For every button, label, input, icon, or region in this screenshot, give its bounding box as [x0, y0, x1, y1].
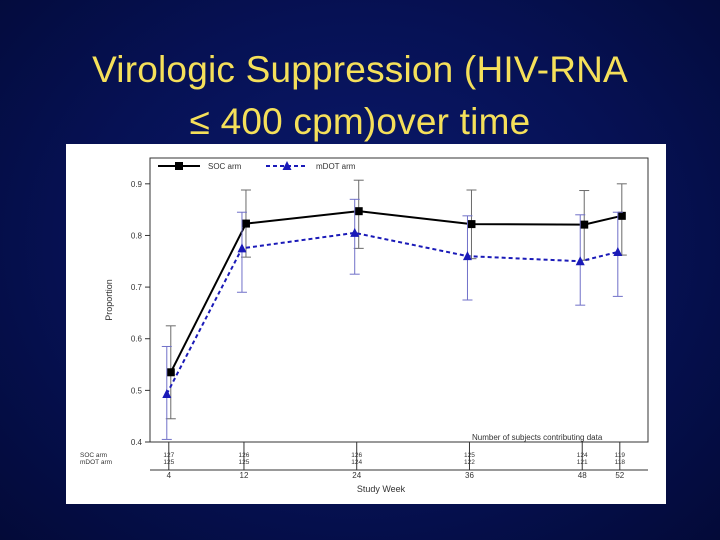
- x-axis-label: Study Week: [357, 484, 406, 494]
- virologic-suppression-chart: 0.4 0.5 0.6 0.7 0.8 0.9 Proportion 4 12 24 36 48 52 S…: [80, 157, 649, 494]
- data-point-square: [467, 220, 476, 229]
- y-tick-label: 0.7: [131, 283, 143, 292]
- legend: SOC arm mDOT arm: [158, 161, 356, 171]
- x-tick-label: 36: [465, 471, 474, 480]
- legend-marker-soc: [175, 162, 183, 170]
- series-line: [165, 231, 619, 395]
- data-point-square: [617, 211, 626, 220]
- x-tick-label: 4: [167, 471, 172, 480]
- x-tick-label: 52: [615, 471, 624, 480]
- data-point-triangle: [462, 251, 472, 261]
- subjects-table: Number of subjects contributing data SOC …: [80, 433, 625, 466]
- subjects-count: 118: [615, 459, 626, 466]
- legend-label-mdot: mDOT arm: [316, 162, 356, 171]
- series-mdot-arm: [161, 198, 623, 440]
- y-axis-label: Proportion: [104, 279, 114, 321]
- y-tick-label: 0.8: [131, 231, 143, 240]
- subjects-row-label: mDOT arm: [80, 459, 112, 466]
- y-tick-label: 0.5: [131, 386, 143, 395]
- legend-marker-mdot: [282, 161, 292, 170]
- subjects-row-label: SOC arm: [80, 452, 107, 459]
- series-soc-arm: [165, 179, 627, 420]
- subjects-count: 126: [239, 452, 250, 459]
- subjects-count: 125: [163, 459, 174, 466]
- chart-panel: 0.4 0.5 0.6 0.7 0.8 0.9 Proportion 4 12 24 36 48 52 S…: [66, 144, 666, 504]
- data-point-triangle: [613, 246, 623, 256]
- data-point-square: [354, 207, 363, 216]
- data-point-triangle: [162, 388, 172, 398]
- y-tick-label: 0.9: [131, 180, 143, 189]
- subjects-count: 122: [464, 459, 475, 466]
- y-tick-label: 0.6: [131, 335, 143, 344]
- data-point-triangle: [575, 256, 585, 266]
- subjects-count: 119: [615, 452, 626, 459]
- x-tick-label: 24: [352, 471, 361, 480]
- subjects-count: 125: [464, 452, 475, 459]
- series-line: [169, 210, 623, 373]
- subjects-count: 126: [351, 452, 362, 459]
- plot-frame: [149, 157, 649, 443]
- slide-title-line-2: ≤ 400 cpm)over time: [189, 101, 531, 142]
- x-tick-label: 48: [578, 471, 587, 480]
- data-point-triangle: [237, 243, 247, 253]
- subjects-count: 127: [163, 452, 174, 459]
- slide-title-line-1: Virologic Suppression (HIV-RNA: [92, 49, 628, 90]
- series-layer: [161, 179, 627, 440]
- subjects-count: 121: [577, 459, 588, 466]
- slide-title: Virologic Suppression (HIV-RNA ≤ 400 cpm…: [0, 44, 720, 148]
- legend-label-soc: SOC arm: [208, 162, 242, 171]
- data-point-triangle: [350, 227, 360, 237]
- subjects-count: 125: [239, 459, 250, 466]
- y-tick-label: 0.4: [131, 438, 143, 447]
- subjects-count: 124: [577, 452, 588, 459]
- data-point-square: [241, 219, 250, 228]
- x-tick-label: 12: [240, 471, 249, 480]
- axes: 0.4 0.5 0.6 0.7 0.8 0.9 Proportion 4 12 24 36 48 52 S…: [104, 157, 649, 494]
- data-point-square: [580, 220, 589, 229]
- subjects-table-title: Number of subjects contributing data: [472, 433, 603, 442]
- data-point-square: [166, 368, 175, 377]
- subjects-count: 124: [351, 459, 362, 466]
